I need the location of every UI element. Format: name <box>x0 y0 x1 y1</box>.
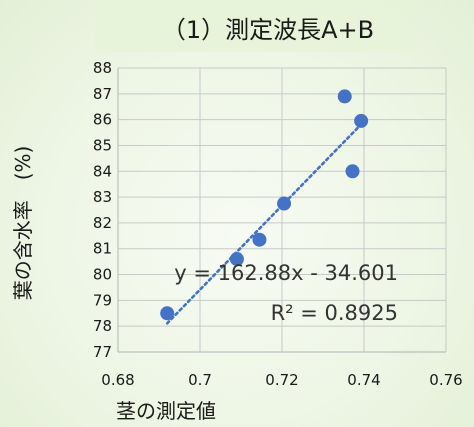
x-axis-title: 茎の測定値 <box>116 399 216 423</box>
data-point-4 <box>337 89 352 104</box>
trendline <box>165 123 363 325</box>
data-point-0 <box>160 306 175 321</box>
data-point-6 <box>354 113 369 128</box>
r-squared-label: R² = 0.8925 <box>271 301 398 325</box>
y-axis-title: 葉の含水率 (%) <box>11 146 35 301</box>
y-tick-label: 86 <box>93 111 112 129</box>
data-point-2 <box>252 232 267 247</box>
y-tick-label: 83 <box>93 188 112 206</box>
x-tick-label: 0.76 <box>429 371 462 389</box>
y-tick-label: 87 <box>93 85 112 103</box>
y-tick-label: 81 <box>93 240 112 258</box>
data-point-1 <box>229 252 244 267</box>
y-tick-label: 80 <box>93 266 112 284</box>
trendline-equation: y = 162.88x - 34.601 <box>174 261 398 285</box>
x-tick-label: 0.7 <box>188 371 212 389</box>
tick-labels: 77 78 79 80 81 82 83 84 85 86 87 88 0.68 0.7 0.72 0.74 0… <box>93 59 463 389</box>
y-tick-label: 78 <box>93 317 112 335</box>
x-tick-label: 0.68 <box>101 371 134 389</box>
axes <box>117 68 446 353</box>
data-point-3 <box>277 196 292 211</box>
y-tick-label: 79 <box>93 291 112 309</box>
y-tick-label: 77 <box>93 343 112 361</box>
chart-title: （1）測定波長A+B <box>162 16 374 44</box>
x-tick-label: 0.72 <box>265 371 298 389</box>
y-tick-label: 84 <box>93 162 112 180</box>
trendline-line <box>165 123 363 325</box>
data-point-5 <box>345 164 360 179</box>
y-tick-label: 85 <box>93 136 112 154</box>
title-background <box>95 0 415 52</box>
x-tick-label: 0.74 <box>347 371 380 389</box>
y-tick-label: 82 <box>93 214 112 232</box>
y-tick-label: 88 <box>93 59 112 77</box>
data-points <box>160 89 369 321</box>
